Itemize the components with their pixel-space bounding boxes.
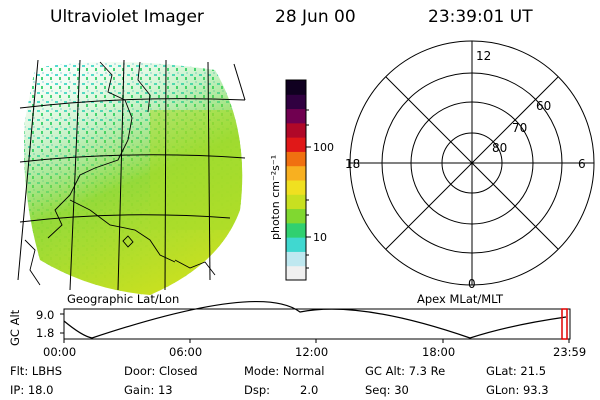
mlat-label-80: 80: [492, 141, 507, 155]
colorbar-band: [286, 208, 306, 224]
colorbar-band: [286, 137, 306, 152]
gc-plot-frame: [63, 308, 571, 340]
date-label: 28 Jun 00: [275, 7, 356, 27]
dsp-value: 2.0: [300, 383, 319, 397]
gc-xtick-2359: 23:59: [553, 345, 586, 359]
glon-status: GLon: 93.3: [486, 383, 549, 397]
colorbar-band: [286, 165, 306, 181]
gc-alt-axis-label: GC Alt: [8, 309, 22, 346]
colorbar-band: [286, 80, 306, 95]
gc-ytick-min: 1.8: [36, 326, 54, 340]
mode-status: Mode: Normal: [244, 364, 325, 378]
seq-status: Seq: 30: [365, 383, 409, 397]
mlt-label-0: 0: [468, 277, 476, 291]
gc-alt-status: GC Alt: 7.3 Re: [365, 364, 446, 378]
colorbar-band: [286, 237, 306, 252]
mlt-label-6: 6: [578, 157, 586, 171]
mlat-label-60: 60: [536, 99, 551, 113]
colorbar-band: [286, 108, 306, 124]
door-status: Door: Closed: [124, 364, 198, 378]
gc-xtick-0600: 06:00: [169, 345, 202, 359]
colorbar-band: [286, 94, 306, 110]
map-caption: Geographic Lat/Lon: [67, 292, 179, 306]
colorbar-band: [286, 251, 306, 267]
glat-status: GLat: 21.5: [486, 364, 547, 378]
gc-xtick-0000: 00:00: [43, 345, 76, 359]
colorbar-unit-label: photon cm⁻²s⁻¹: [269, 155, 282, 240]
gain-status: Gain: 13: [124, 383, 173, 397]
colorbar-band: [286, 222, 306, 238]
gc-ytick-max: 9.0: [36, 308, 54, 322]
mlat-label-70: 70: [512, 121, 527, 135]
mlt-label-18: 18: [345, 157, 360, 171]
colorbar-band: [286, 151, 306, 167]
gc-xtick-1800: 18:00: [422, 345, 455, 359]
polar-caption: Apex MLat/MLT: [417, 292, 504, 306]
current-time-marker: [561, 308, 568, 340]
dsp-label: Dsp:: [244, 383, 271, 397]
colorbar-band: [286, 122, 306, 138]
gc-xtick-1200: 12:00: [295, 345, 328, 359]
coastline: [24, 61, 216, 286]
lat-lon-grid: [17, 59, 246, 291]
colorbar-band: [286, 194, 306, 210]
instrument-title: Ultraviolet Imager: [50, 7, 204, 27]
flt-status: Flt: LBHS: [10, 364, 63, 378]
time-label: 23:39:01 UT: [428, 7, 533, 27]
colorbar-tick-10: 10: [313, 231, 327, 244]
gc-alt-curve: [63, 300, 567, 339]
mlt-label-12: 12: [476, 49, 491, 63]
ip-status: IP: 18.0: [10, 383, 54, 397]
colorbar-band: [286, 180, 306, 195]
colorbar-tick-100: 100: [313, 141, 334, 154]
colorbar-band: [286, 265, 306, 281]
